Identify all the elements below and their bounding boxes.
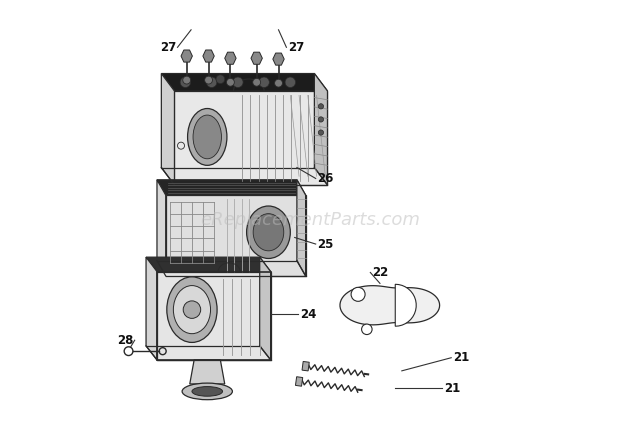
Circle shape [183, 301, 201, 319]
Ellipse shape [174, 286, 211, 334]
Circle shape [351, 287, 365, 301]
Ellipse shape [188, 109, 227, 165]
Polygon shape [340, 286, 440, 325]
Ellipse shape [167, 277, 217, 342]
Circle shape [318, 104, 324, 109]
Polygon shape [181, 50, 192, 62]
Circle shape [205, 76, 213, 84]
Circle shape [275, 79, 283, 87]
Circle shape [180, 77, 190, 88]
Text: 24: 24 [299, 308, 316, 320]
Polygon shape [224, 52, 236, 64]
Text: 22: 22 [372, 266, 388, 279]
Text: eReplacementParts.com: eReplacementParts.com [200, 211, 420, 229]
Text: 21: 21 [444, 382, 460, 395]
Ellipse shape [192, 387, 223, 396]
Text: 27: 27 [288, 41, 304, 54]
Polygon shape [297, 180, 306, 276]
Polygon shape [166, 195, 306, 276]
Circle shape [318, 130, 324, 135]
Polygon shape [161, 73, 327, 91]
Polygon shape [146, 257, 271, 271]
Polygon shape [296, 377, 303, 386]
Polygon shape [174, 91, 327, 185]
Circle shape [253, 78, 260, 86]
Polygon shape [157, 271, 271, 360]
Polygon shape [203, 50, 215, 62]
Polygon shape [161, 73, 174, 185]
Text: 25: 25 [317, 238, 334, 250]
Polygon shape [157, 180, 306, 195]
Text: 27: 27 [160, 41, 176, 54]
Circle shape [285, 77, 296, 88]
Polygon shape [146, 257, 157, 360]
Ellipse shape [253, 214, 284, 251]
Circle shape [361, 324, 372, 334]
Polygon shape [190, 360, 224, 384]
Ellipse shape [182, 383, 232, 400]
Text: 26: 26 [317, 172, 334, 185]
Circle shape [226, 78, 234, 86]
Circle shape [216, 75, 224, 84]
Circle shape [259, 77, 269, 88]
Ellipse shape [247, 206, 290, 258]
Circle shape [206, 77, 217, 88]
Polygon shape [314, 73, 327, 185]
Polygon shape [302, 361, 309, 371]
Polygon shape [260, 257, 271, 360]
Text: 21: 21 [453, 351, 469, 364]
Circle shape [232, 77, 243, 88]
Polygon shape [273, 53, 284, 65]
Polygon shape [157, 180, 166, 276]
Text: 28: 28 [117, 334, 133, 347]
Circle shape [183, 76, 190, 84]
Polygon shape [396, 284, 416, 326]
Polygon shape [251, 52, 262, 64]
Circle shape [318, 117, 324, 122]
Ellipse shape [193, 115, 221, 159]
